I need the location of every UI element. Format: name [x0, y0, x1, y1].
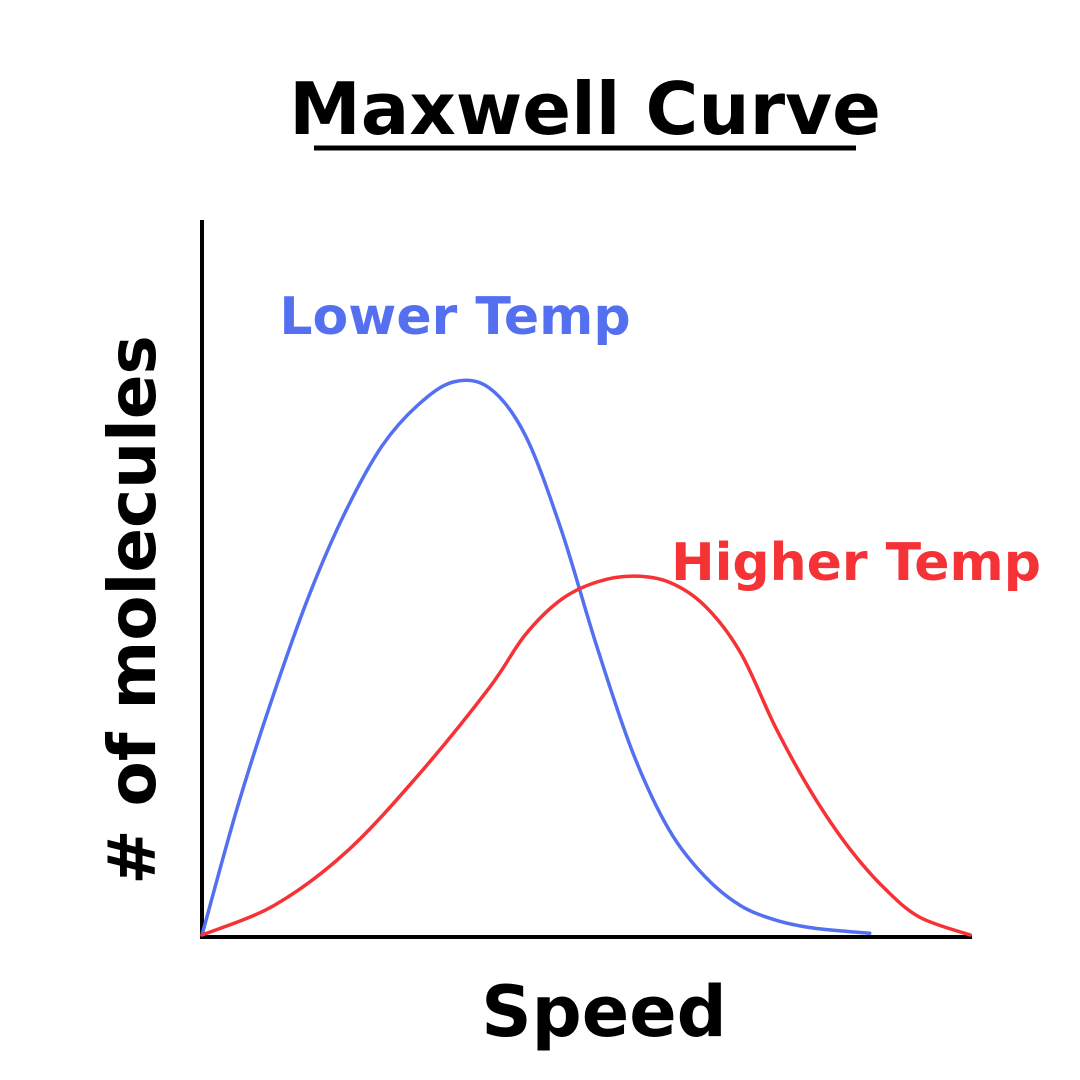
series-label-lower-temp: Lower Temp [279, 287, 630, 347]
series-line-higher-temp [200, 574, 973, 937]
series-label-higher-temp: Higher Temp [671, 533, 1041, 593]
series-layer [200, 378, 973, 937]
chart-title: Maxwell Curve [289, 67, 881, 151]
y-axis-label: # of molecules [94, 335, 171, 885]
series-line-lower-temp [200, 378, 872, 937]
x-axis-label: Speed [481, 971, 727, 1053]
